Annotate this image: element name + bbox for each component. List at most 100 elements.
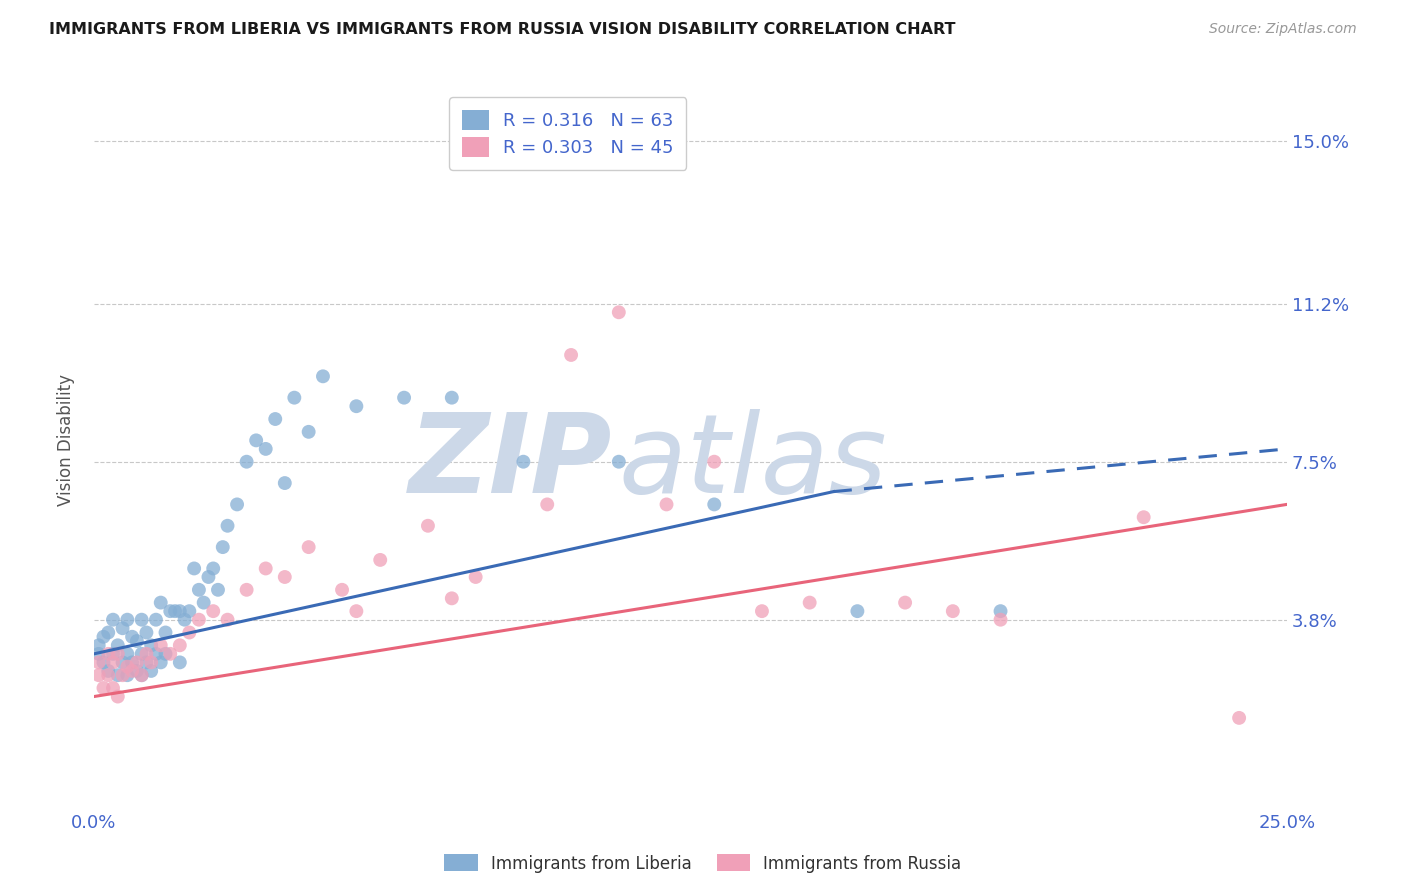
- Point: [87, 668, 110, 682]
- Point: [560, 348, 582, 362]
- Point: [125, 634, 148, 648]
- Point: [607, 455, 630, 469]
- Point: [512, 455, 534, 469]
- Point: [464, 570, 486, 584]
- Point: [93, 681, 115, 695]
- Point: [117, 659, 139, 673]
- Point: [226, 497, 249, 511]
- Point: [283, 391, 305, 405]
- Point: [169, 656, 191, 670]
- Point: [155, 625, 177, 640]
- Point: [894, 596, 917, 610]
- Point: [135, 625, 157, 640]
- Point: [846, 604, 869, 618]
- Point: [193, 596, 215, 610]
- Point: [211, 540, 233, 554]
- Point: [607, 305, 630, 319]
- Point: [141, 664, 163, 678]
- Point: [107, 647, 129, 661]
- Point: [1132, 510, 1154, 524]
- Point: [254, 442, 277, 456]
- Point: [751, 604, 773, 618]
- Point: [159, 604, 181, 618]
- Point: [416, 518, 439, 533]
- Point: [179, 625, 201, 640]
- Point: [990, 604, 1012, 618]
- Point: [942, 604, 965, 618]
- Legend: R = 0.316   N = 63, R = 0.303   N = 45: R = 0.316 N = 63, R = 0.303 N = 45: [449, 97, 686, 169]
- Point: [149, 656, 172, 670]
- Point: [330, 582, 353, 597]
- Point: [131, 668, 153, 682]
- Point: [107, 638, 129, 652]
- Point: [141, 656, 163, 670]
- Point: [217, 613, 239, 627]
- Point: [155, 647, 177, 661]
- Point: [87, 638, 110, 652]
- Point: [245, 434, 267, 448]
- Point: [121, 630, 143, 644]
- Point: [131, 668, 153, 682]
- Point: [111, 656, 134, 670]
- Point: [125, 664, 148, 678]
- Text: Source: ZipAtlas.com: Source: ZipAtlas.com: [1209, 22, 1357, 37]
- Point: [990, 613, 1012, 627]
- Point: [125, 656, 148, 670]
- Point: [187, 613, 209, 627]
- Point: [121, 656, 143, 670]
- Point: [235, 455, 257, 469]
- Point: [344, 399, 367, 413]
- Point: [141, 638, 163, 652]
- Point: [149, 596, 172, 610]
- Point: [145, 647, 167, 661]
- Point: [93, 656, 115, 670]
- Point: [117, 668, 139, 682]
- Point: [93, 630, 115, 644]
- Point: [298, 425, 321, 439]
- Point: [159, 647, 181, 661]
- Point: [87, 656, 110, 670]
- Legend: Immigrants from Liberia, Immigrants from Russia: Immigrants from Liberia, Immigrants from…: [437, 847, 969, 880]
- Text: atlas: atlas: [619, 409, 887, 516]
- Point: [344, 604, 367, 618]
- Point: [235, 582, 257, 597]
- Point: [149, 638, 172, 652]
- Point: [131, 647, 153, 661]
- Point: [274, 570, 297, 584]
- Point: [440, 391, 463, 405]
- Point: [111, 621, 134, 635]
- Point: [254, 561, 277, 575]
- Point: [187, 582, 209, 597]
- Point: [207, 582, 229, 597]
- Point: [202, 561, 225, 575]
- Point: [217, 518, 239, 533]
- Point: [197, 570, 219, 584]
- Point: [107, 668, 129, 682]
- Point: [1227, 711, 1250, 725]
- Point: [799, 596, 821, 610]
- Point: [145, 613, 167, 627]
- Point: [440, 591, 463, 606]
- Point: [121, 664, 143, 678]
- Point: [169, 604, 191, 618]
- Point: [274, 476, 297, 491]
- Point: [135, 656, 157, 670]
- Point: [703, 455, 725, 469]
- Point: [368, 553, 391, 567]
- Point: [298, 540, 321, 554]
- Point: [97, 668, 120, 682]
- Point: [101, 681, 124, 695]
- Point: [183, 561, 205, 575]
- Point: [117, 613, 139, 627]
- Point: [87, 647, 110, 661]
- Point: [202, 604, 225, 618]
- Point: [655, 497, 678, 511]
- Point: [169, 638, 191, 652]
- Text: ZIP: ZIP: [409, 409, 613, 516]
- Y-axis label: Vision Disability: Vision Disability: [58, 375, 75, 507]
- Point: [111, 668, 134, 682]
- Point: [107, 690, 129, 704]
- Point: [97, 664, 120, 678]
- Point: [392, 391, 415, 405]
- Point: [165, 604, 187, 618]
